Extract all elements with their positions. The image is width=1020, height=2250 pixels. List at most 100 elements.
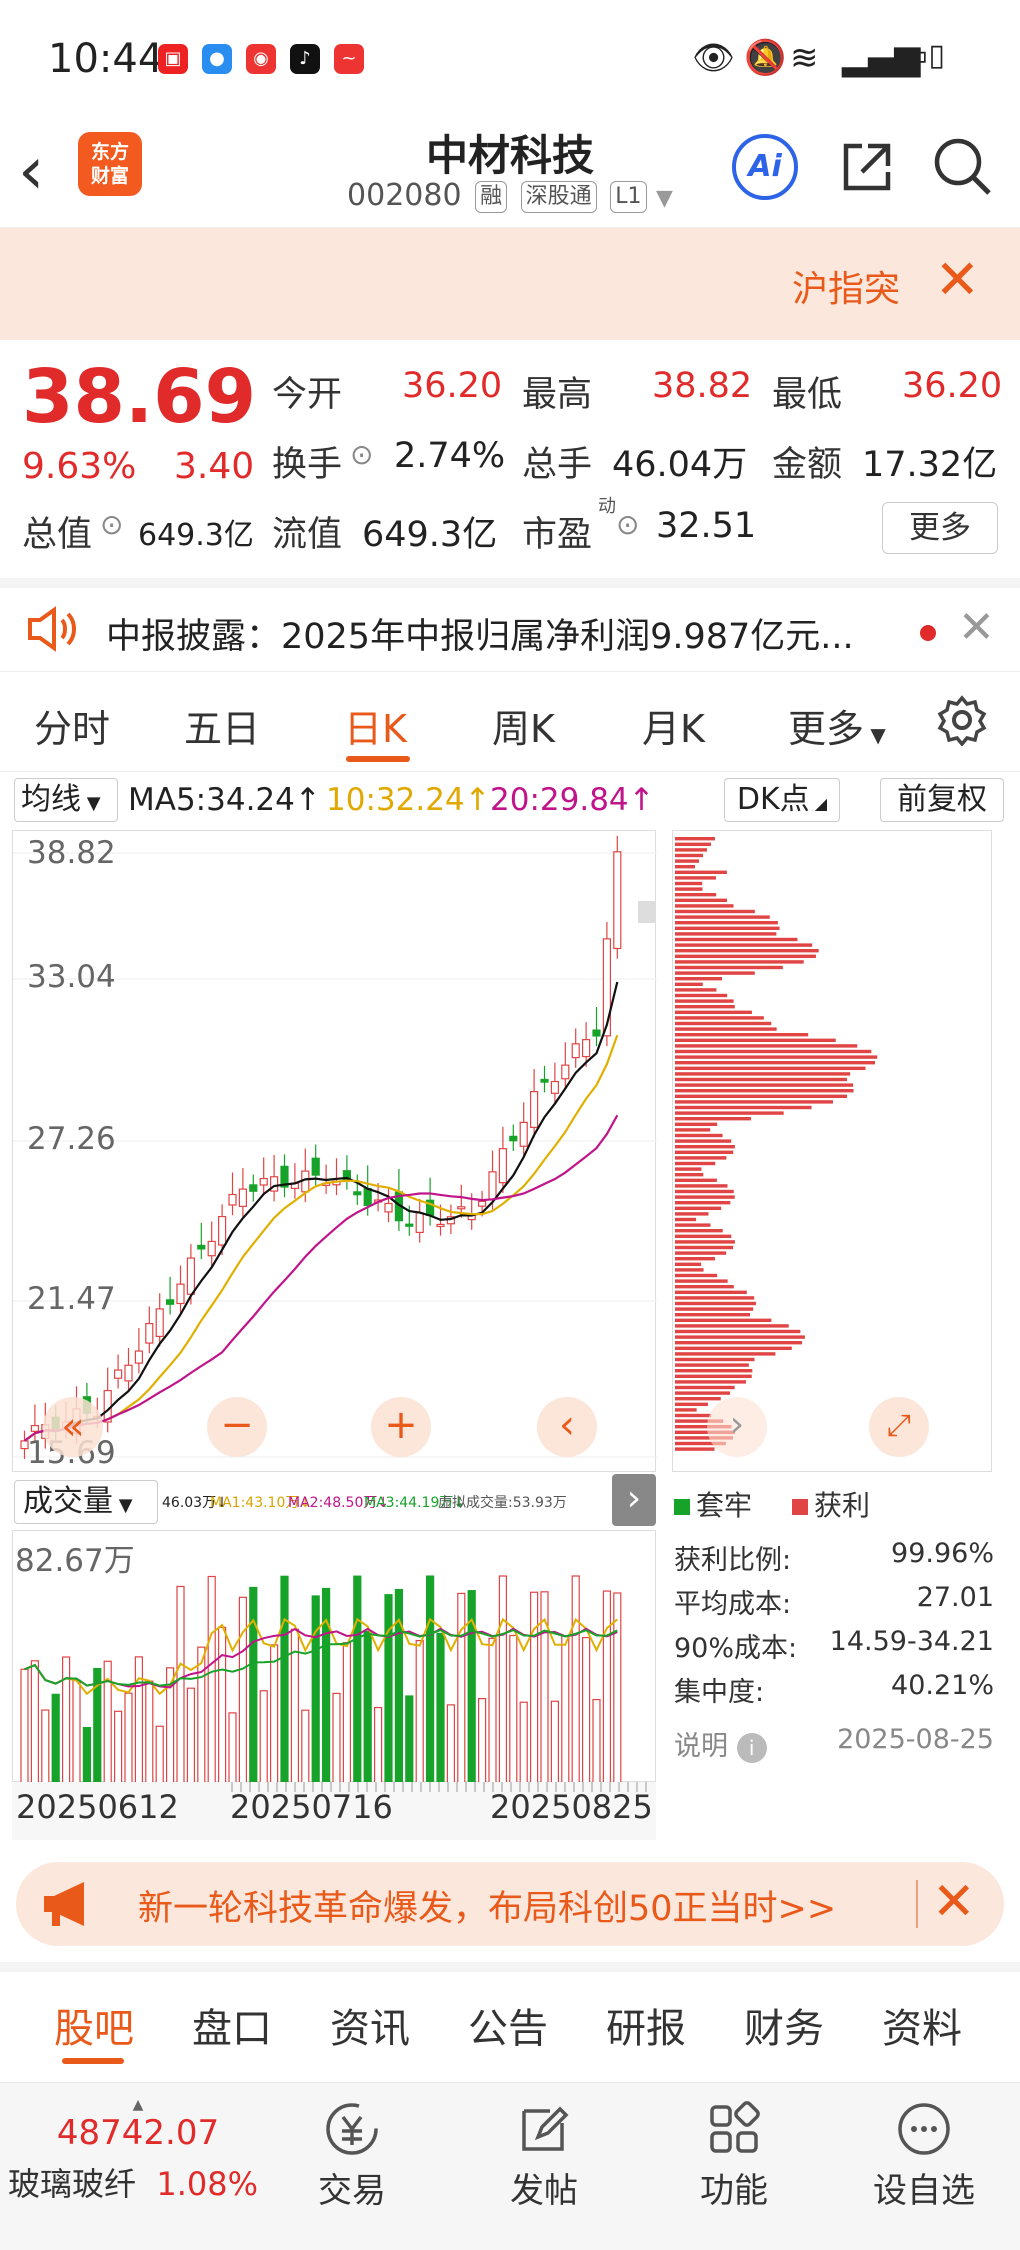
volume-max-label: 82.67万 bbox=[15, 1543, 135, 1579]
volume-bar bbox=[176, 1585, 185, 1783]
back-icon[interactable]: ‹ bbox=[18, 132, 45, 209]
dk-label: DK点 bbox=[736, 782, 810, 817]
low-label: 最低 bbox=[772, 375, 843, 415]
scroll-left-icon[interactable]: « bbox=[43, 1397, 103, 1457]
volume-bar bbox=[134, 1656, 144, 1783]
low-value: 36.20 bbox=[902, 366, 1003, 406]
chip-distribution-chart[interactable]: › ⤢ bbox=[672, 830, 992, 1472]
chip-bar bbox=[675, 1229, 723, 1233]
stock-code-row[interactable]: 002080 融 深股通 L1 ▼ bbox=[0, 178, 1020, 213]
active-tab-indicator bbox=[346, 756, 410, 762]
float-value: 649.3亿 bbox=[362, 515, 498, 555]
volume-ma-line bbox=[24, 1629, 618, 1687]
tab-intraday[interactable]: 分时 bbox=[34, 707, 111, 751]
candlestick-chart[interactable]: 38.82 33.04 27.26 21.47 15.69 « − + ‹ bbox=[12, 830, 657, 1472]
nav-trade[interactable]: 交易 bbox=[282, 2099, 422, 2212]
close-icon[interactable]: ✕ bbox=[958, 602, 995, 653]
chip-date: 2025-08-25 bbox=[837, 1724, 994, 1755]
chevron-right-icon[interactable]: › bbox=[612, 1474, 656, 1526]
chip-bar bbox=[675, 853, 703, 858]
nav-post[interactable]: 发帖 bbox=[474, 2099, 614, 2212]
zoom-out-icon[interactable]: − bbox=[207, 1397, 267, 1457]
chevron-right-icon[interactable]: › bbox=[707, 1397, 767, 1457]
note-row[interactable]: 说明 i 2025-08-25 bbox=[674, 1724, 994, 1763]
stat-row: 获利比例: 99.96% bbox=[674, 1538, 994, 1577]
volume-bar bbox=[61, 1656, 71, 1783]
stat-value: 99.96% bbox=[891, 1538, 994, 1569]
zoom-in-icon[interactable]: + bbox=[371, 1397, 431, 1457]
candle-body bbox=[280, 1165, 289, 1188]
tab-news[interactable]: 资讯 bbox=[330, 2006, 410, 2052]
logo-text-2: 财富 bbox=[90, 165, 129, 187]
chip-bar bbox=[675, 898, 728, 902]
connect-tag: 深股通 bbox=[520, 180, 597, 213]
volume-chart[interactable]: 82.67万 bbox=[12, 1530, 656, 1783]
notice-bar[interactable]: 沪指突 ✕ bbox=[0, 228, 1020, 340]
tab-daily-k[interactable]: 日K bbox=[344, 707, 407, 751]
info-icon[interactable]: ⊙ bbox=[616, 508, 640, 541]
tab-financials[interactable]: 财务 bbox=[744, 2006, 824, 2052]
sector-index[interactable]: ▲ 48742.07 玻璃玻纤 1.08% bbox=[8, 2097, 268, 2205]
stock-name[interactable]: 中材科技 bbox=[425, 131, 594, 180]
candle-body bbox=[259, 1177, 268, 1186]
tab-five-day[interactable]: 五日 bbox=[184, 707, 261, 751]
legend-trapped-label: 套牢 bbox=[696, 1489, 753, 1522]
status-time: 10:44 bbox=[48, 36, 164, 82]
tab-announcements[interactable]: 公告 bbox=[468, 2006, 548, 2052]
candle-body bbox=[155, 1308, 164, 1337]
dk-point-button[interactable]: DK点 ◢ bbox=[724, 778, 840, 822]
more-button[interactable]: 更多 bbox=[882, 502, 998, 554]
expand-icon[interactable]: ⤢ bbox=[869, 1397, 929, 1457]
tab-monthly-k[interactable]: 月K bbox=[642, 707, 705, 751]
chip-bar bbox=[675, 876, 716, 880]
stat-row: 集中度: 40.21% bbox=[674, 1670, 994, 1709]
candle-body bbox=[498, 1148, 507, 1184]
chip-bar bbox=[675, 1016, 764, 1020]
chip-bar bbox=[675, 1279, 728, 1283]
tab-weekly-k[interactable]: 周K bbox=[492, 707, 555, 751]
search-icon[interactable] bbox=[932, 136, 994, 202]
volume-bar bbox=[363, 1630, 372, 1783]
candle-body bbox=[30, 1424, 39, 1432]
volume-ma3: MA3:44.19万↓ bbox=[364, 1495, 466, 1511]
quote-panel: 38.69 9.63% 3.40 今开 36.20 最高 38.82 最低 36… bbox=[0, 340, 1020, 570]
tab-profile[interactable]: 资料 bbox=[882, 2006, 962, 2052]
gear-icon[interactable] bbox=[936, 694, 988, 750]
volume-bar bbox=[249, 1586, 258, 1783]
info-icon[interactable]: ⊙ bbox=[350, 438, 374, 471]
chip-bar bbox=[675, 1408, 697, 1412]
status-bar: 10:44 ▣ ● ◉ ♪ ~ 👁 🔕 ≋ ▂▄▆ ▭▯ bbox=[0, 0, 1020, 118]
close-icon[interactable]: ✕ bbox=[934, 248, 980, 311]
open-value: 36.20 bbox=[402, 366, 503, 406]
date-label: 20250825 bbox=[490, 1788, 653, 1826]
share-icon[interactable] bbox=[838, 138, 896, 200]
stat-label: 90%成本: bbox=[674, 1633, 798, 1664]
info-icon[interactable]: ⊙ bbox=[100, 508, 124, 541]
news-ticker[interactable]: 中报披露：2025年中报归属净利润9.987亿元... ✕ bbox=[0, 578, 1020, 672]
ai-button[interactable]: Ai bbox=[732, 134, 798, 200]
ma-select[interactable]: 均线 ▼ bbox=[14, 778, 118, 822]
tab-orderbook[interactable]: 盘口 bbox=[192, 2006, 272, 2052]
legend-profit: 获利 bbox=[792, 1484, 870, 1524]
chip-bar bbox=[675, 887, 703, 891]
tab-forum[interactable]: 股吧 bbox=[54, 2006, 134, 2052]
scroll-back-icon[interactable]: ‹ bbox=[537, 1397, 597, 1457]
legend-trapped: 套牢 bbox=[674, 1484, 752, 1524]
adjust-button[interactable]: 前复权 bbox=[880, 778, 1004, 822]
tab-research[interactable]: 研报 bbox=[606, 2006, 686, 2052]
close-icon[interactable]: ✕ bbox=[932, 1872, 976, 1932]
nav-post-label: 发帖 bbox=[510, 2171, 578, 2211]
volume-bar bbox=[155, 1725, 164, 1783]
nav-add-watchlist[interactable]: 设自选 bbox=[854, 2099, 994, 2212]
volume-select[interactable]: 成交量 ▼ bbox=[14, 1480, 158, 1524]
chip-bar bbox=[675, 1167, 702, 1171]
promo-banner[interactable]: 新一轮科技革命爆发，布局科创50正当时>> ✕ bbox=[16, 1862, 1004, 1946]
tab-more[interactable]: 更多 ▼ bbox=[788, 698, 886, 753]
nav-functions[interactable]: 功能 bbox=[664, 2099, 804, 2212]
caret-up-icon: ▲ bbox=[132, 2097, 144, 2113]
chip-bar bbox=[675, 1430, 735, 1434]
candle-body bbox=[363, 1187, 372, 1206]
volume-bar bbox=[238, 1596, 247, 1783]
chip-bar bbox=[675, 937, 798, 942]
chip-bar bbox=[675, 1027, 777, 1031]
